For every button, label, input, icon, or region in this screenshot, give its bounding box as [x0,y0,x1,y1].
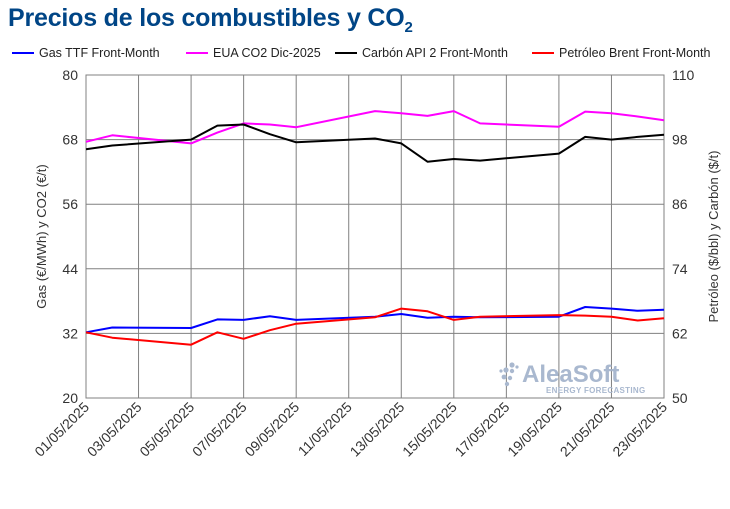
y-left-axis-label: Gas (€/MWh) y CO2 (€/t) [34,164,49,308]
chart-title: Precios de los combustibles y CO2 [8,4,413,36]
y-right-tick-label: 74 [672,261,688,277]
x-tick-label: 23/05/2025 [609,399,670,460]
y-right-tick-label: 110 [672,67,695,83]
x-tick-label: 11/05/2025 [295,399,355,459]
x-tick-label: 15/05/2025 [399,399,460,460]
y-left-tick-label: 20 [62,390,78,406]
chart-series [85,110,665,346]
x-tick-label: 19/05/2025 [504,399,565,460]
x-tick-label: 21/05/2025 [557,399,618,460]
y-right-tick-label: 62 [672,325,688,341]
chart-axes: Gas (€/MWh) y CO2 (€/t) Petróleo ($/bbl) … [34,74,721,399]
chart-ticks: 20 32 44 56 68 80 50 62 74 86 98 110 01/05/202503/05… [31,67,694,460]
y-right-tick-label: 98 [672,132,688,148]
series-line [85,110,665,145]
series-line [85,307,665,346]
watermark-tagline: ENERGY FORECASTING [546,386,646,395]
y-left-tick-label: 44 [62,261,78,277]
series-line [85,123,665,163]
y-right-tick-label: 50 [672,390,688,406]
watermark-name: AleaSoft [522,361,619,388]
x-tick-label: 03/05/2025 [84,399,145,460]
chart-grid [85,74,665,399]
y-left-tick-label: 80 [62,67,78,83]
legend-label: Carbón API 2 Front-Month [362,46,508,60]
legend: Gas TTF Front-Month EUA CO2 Dic-2025 Carbó… [12,46,711,60]
x-tick-label: 17/05/2025 [452,399,513,460]
x-tick-label: 07/05/2025 [189,399,250,460]
legend-label: Petróleo Brent Front-Month [559,46,711,60]
plot-frame [85,74,665,399]
series-line [85,306,665,334]
x-tick-label: 01/05/2025 [31,399,92,460]
legend-label: EUA CO2 Dic-2025 [213,46,321,60]
y-left-tick-label: 32 [62,325,78,341]
x-tick-label: 09/05/2025 [241,399,302,460]
y-right-tick-label: 86 [672,196,688,212]
x-tick-label: 13/05/2025 [347,399,408,460]
legend-label: Gas TTF Front-Month [39,46,160,60]
y-left-tick-label: 68 [62,132,78,148]
x-tick-label: 05/05/2025 [136,399,197,460]
y-right-axis-label: Petróleo ($/bbl) y Carbón ($/t) [706,151,721,323]
y-left-tick-label: 56 [62,196,78,212]
